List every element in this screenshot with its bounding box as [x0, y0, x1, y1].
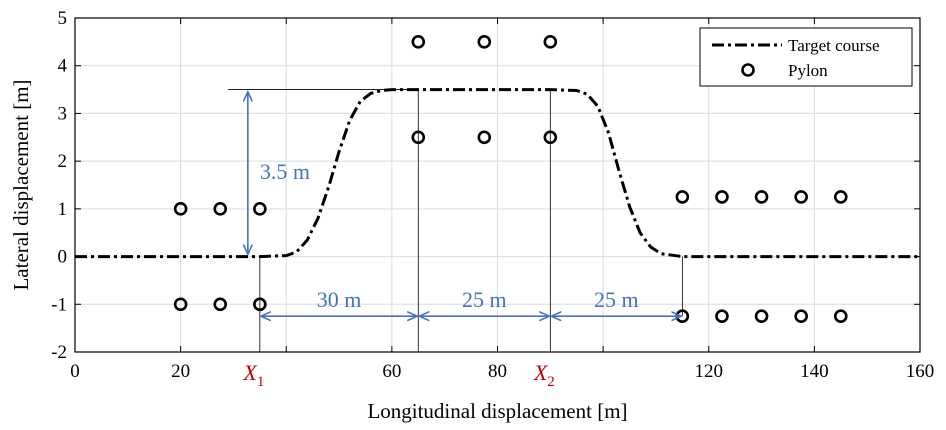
pylon-point — [715, 309, 729, 324]
pylon-point — [213, 297, 228, 312]
pylon-point — [477, 130, 492, 145]
height-dimension-label: 3.5 m — [260, 159, 310, 184]
x-position-marker-subscript: 2 — [547, 374, 555, 390]
y-tick-label: 4 — [58, 56, 68, 77]
x-tick-label: 20 — [171, 361, 190, 382]
pylon-point — [794, 309, 808, 324]
x-tick-label: 0 — [70, 361, 80, 382]
pylon-point — [715, 190, 729, 204]
segment-dimension-label: 25 m — [462, 287, 507, 312]
y-tick-label: 2 — [58, 151, 68, 172]
y-tick-label: -2 — [51, 342, 67, 363]
guide-lines — [228, 89, 683, 352]
pylon-point — [833, 309, 848, 324]
pylon-point — [253, 297, 267, 312]
y-tick-label: 1 — [58, 199, 68, 220]
x-tick-label: 80 — [488, 361, 507, 382]
pylon-point — [833, 190, 848, 204]
y-tick-label: -1 — [51, 294, 67, 315]
segment-dimension-label: 25 m — [594, 287, 639, 312]
x-position-marker-1: X1 — [242, 360, 264, 390]
x-position-marker-subscript: 1 — [257, 374, 265, 390]
series — [75, 35, 920, 324]
pylon-point — [411, 35, 426, 49]
legend-entry-pylon: Pylon — [788, 61, 828, 80]
y-axis-label: Lateral displacement [m] — [9, 79, 33, 290]
pylon-point — [675, 190, 690, 204]
y-tick-label: 5 — [58, 8, 68, 29]
y-tick-label: 0 — [58, 247, 68, 268]
pylon-point — [173, 297, 188, 312]
pylon-point — [477, 35, 492, 49]
x-tick-label: 60 — [382, 361, 401, 382]
legend-entry-target-course: Target course — [788, 36, 879, 55]
legend-box — [699, 27, 913, 87]
legend-swatch-pylon — [741, 63, 755, 77]
pylon-point — [794, 190, 808, 204]
pylon-point — [213, 202, 228, 216]
pylon-point — [543, 35, 558, 49]
x-tick-label: 160 — [906, 361, 935, 382]
x-position-marker-2: X2 — [533, 360, 555, 390]
y-tick-label: 3 — [58, 103, 68, 124]
pylon-point — [754, 309, 769, 324]
x-tick-label: 140 — [800, 361, 829, 382]
pylon-point — [253, 202, 267, 216]
series-target-course — [75, 88, 920, 259]
pylon-point — [754, 190, 769, 204]
segment-dimension-label: 30 m — [317, 287, 362, 312]
pylon-point — [543, 130, 558, 145]
dimension-annotations: 3.5 m 30 m 25 m 25 m X1 X2 — [242, 92, 681, 390]
x-axis-label: Longitudinal displacement [m] — [367, 399, 627, 423]
pylon-point — [173, 202, 188, 216]
pylon-point — [411, 130, 426, 145]
x-tick-label: 120 — [695, 361, 724, 382]
legend: Target course Pylon — [699, 27, 913, 87]
ticks: 0 20 60 80 120 140 160 -2 -1 0 1 2 3 4 5 — [51, 8, 934, 382]
